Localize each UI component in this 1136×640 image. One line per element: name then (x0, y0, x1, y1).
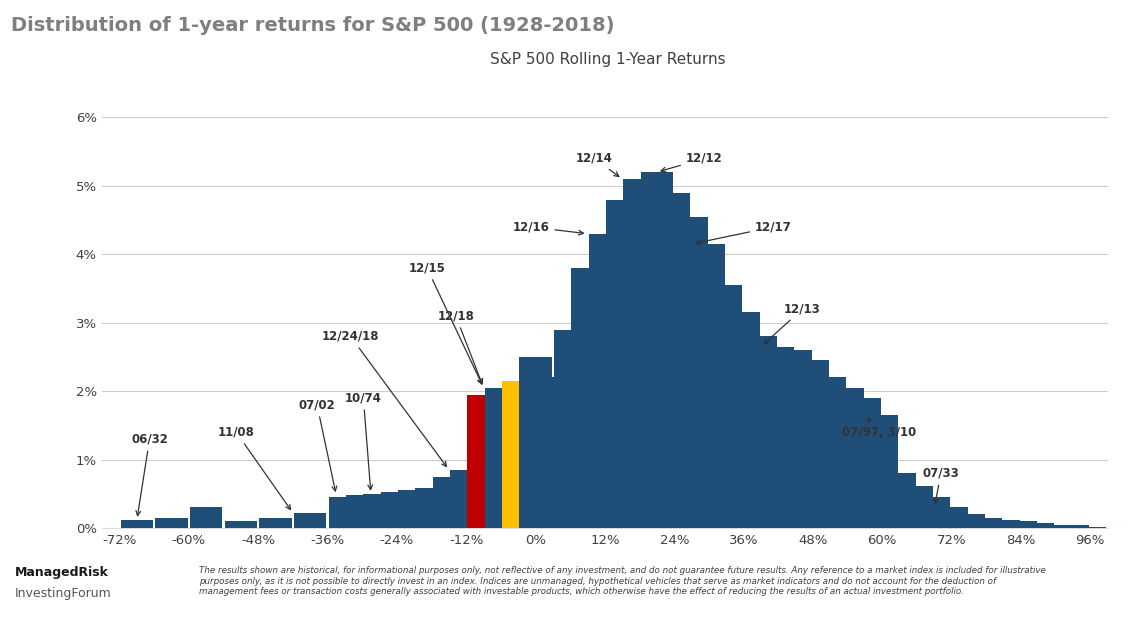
Bar (884, 473, 916, 528)
Bar (832, 388, 863, 528)
Bar (987, 520, 1020, 528)
Bar (624, 179, 655, 528)
Bar (953, 515, 985, 528)
Bar (502, 381, 534, 528)
Text: 07/33: 07/33 (922, 467, 960, 504)
Text: 12/16: 12/16 (512, 220, 584, 235)
Bar (467, 394, 500, 528)
Bar (676, 216, 708, 528)
Bar (658, 193, 691, 528)
Bar (156, 518, 187, 528)
Bar (745, 337, 777, 528)
Text: 07/97, 3/10: 07/97, 3/10 (842, 419, 916, 438)
Text: 06/32: 06/32 (131, 433, 168, 516)
Bar (1074, 527, 1106, 528)
Bar (762, 347, 794, 528)
Bar (727, 312, 760, 528)
Bar (641, 172, 674, 528)
Bar (901, 486, 933, 528)
Bar (554, 330, 586, 528)
Bar (918, 497, 951, 528)
Bar (259, 518, 292, 528)
Text: The results shown are historical, for informational purposes only, not reflectiv: The results shown are historical, for in… (199, 566, 1045, 596)
Bar (588, 234, 621, 528)
Bar (935, 508, 968, 528)
Text: Distribution of 1-year returns for S&P 500 (1928-2018): Distribution of 1-year returns for S&P 5… (11, 16, 615, 35)
Bar (120, 520, 153, 528)
Bar (1039, 525, 1071, 528)
Bar (450, 470, 483, 528)
Bar (190, 508, 223, 528)
Bar (1004, 521, 1037, 528)
Bar (328, 497, 361, 528)
Bar (710, 285, 743, 528)
Bar (364, 494, 395, 528)
Text: 10/74: 10/74 (345, 392, 382, 490)
Text: 12/15: 12/15 (409, 262, 482, 384)
Bar (398, 490, 431, 528)
Bar (519, 357, 552, 528)
Text: 12/17: 12/17 (695, 220, 792, 244)
Text: InvestingForum: InvestingForum (15, 587, 111, 600)
Bar (1056, 525, 1089, 528)
Bar (225, 521, 257, 528)
Bar (849, 398, 882, 528)
Bar (485, 388, 517, 528)
Text: 11/08: 11/08 (218, 426, 291, 509)
Text: S&P 500 Rolling 1-Year Returns: S&P 500 Rolling 1-Year Returns (490, 52, 726, 67)
Text: 12/24/18: 12/24/18 (321, 330, 446, 467)
Text: ManagedRisk: ManagedRisk (15, 566, 109, 579)
Bar (796, 360, 829, 528)
Bar (970, 518, 1002, 528)
Bar (571, 268, 603, 528)
Bar (381, 492, 414, 528)
Bar (866, 415, 899, 528)
Bar (536, 378, 569, 528)
Bar (693, 244, 725, 528)
Text: 12/13: 12/13 (765, 303, 821, 344)
Text: 12/14: 12/14 (576, 152, 619, 177)
Bar (294, 513, 326, 528)
Text: 07/02: 07/02 (299, 398, 336, 491)
Bar (433, 477, 465, 528)
Bar (416, 488, 448, 528)
Bar (346, 495, 378, 528)
Bar (815, 378, 846, 528)
Bar (607, 200, 638, 528)
Text: 12/18: 12/18 (437, 309, 483, 384)
Bar (779, 350, 812, 528)
Text: 12/12: 12/12 (661, 152, 722, 172)
Bar (1022, 522, 1054, 528)
